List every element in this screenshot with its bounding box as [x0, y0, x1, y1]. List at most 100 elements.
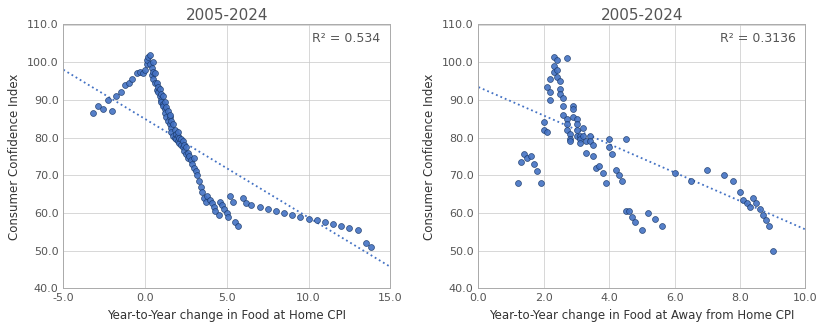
Point — [188, 156, 201, 161]
Point — [171, 133, 184, 138]
Point — [140, 58, 154, 63]
Point — [560, 122, 573, 127]
Point — [166, 133, 179, 138]
X-axis label: Year-to-Year change in Food at Away from Home CPI: Year-to-Year change in Food at Away from… — [489, 309, 795, 322]
Point — [145, 73, 159, 78]
Point — [603, 144, 616, 149]
Point — [174, 137, 188, 142]
Point — [171, 139, 184, 144]
Point — [655, 223, 668, 229]
Point — [145, 65, 159, 71]
Point — [580, 150, 593, 155]
Point — [511, 180, 525, 185]
Point — [619, 137, 632, 142]
Point — [515, 159, 528, 165]
Point — [240, 201, 253, 206]
Point — [199, 199, 212, 204]
Point — [525, 154, 538, 159]
Point — [164, 118, 178, 123]
Point — [173, 141, 186, 146]
Point — [570, 122, 583, 127]
Point — [635, 227, 648, 233]
Point — [717, 173, 730, 178]
Point — [153, 86, 166, 91]
Point — [216, 203, 229, 208]
Point — [176, 144, 189, 149]
Point — [547, 69, 560, 74]
Point — [557, 95, 570, 101]
Point — [668, 171, 681, 176]
Point — [278, 210, 291, 215]
Point — [142, 54, 155, 59]
Point — [544, 77, 557, 82]
Point — [164, 125, 178, 131]
Point — [540, 84, 553, 89]
Point — [163, 114, 176, 119]
Point — [343, 225, 356, 231]
Point — [619, 208, 632, 214]
Point — [137, 71, 150, 76]
Point — [212, 212, 225, 217]
Point — [114, 90, 127, 95]
Point — [577, 125, 590, 131]
Point — [563, 139, 577, 144]
Point — [550, 67, 563, 72]
Point — [359, 240, 373, 246]
Point — [537, 120, 550, 125]
Point — [197, 195, 211, 200]
Point — [106, 109, 119, 114]
Point — [126, 77, 139, 82]
Point — [191, 173, 204, 178]
Point — [119, 82, 132, 87]
Point — [335, 223, 348, 229]
Point — [86, 111, 99, 116]
Point — [236, 195, 249, 200]
Point — [737, 197, 750, 202]
Text: R² = 0.534: R² = 0.534 — [312, 32, 381, 46]
Point — [567, 114, 580, 119]
Point — [176, 139, 189, 144]
Point — [158, 111, 171, 116]
Point — [550, 75, 563, 80]
Point — [224, 193, 237, 199]
Point — [570, 133, 583, 138]
Point — [762, 223, 776, 229]
Point — [750, 201, 763, 206]
Point — [228, 220, 241, 225]
Point — [147, 77, 160, 82]
Point — [596, 171, 610, 176]
Point — [550, 58, 563, 63]
Point — [169, 137, 183, 142]
Point — [217, 207, 230, 212]
Point — [310, 218, 323, 223]
Point — [206, 201, 219, 206]
Point — [169, 131, 183, 136]
Point — [534, 180, 547, 185]
Point — [161, 109, 174, 114]
Point — [583, 133, 596, 138]
Point — [178, 148, 191, 153]
Point — [700, 167, 714, 172]
Point — [196, 189, 209, 195]
Point — [294, 214, 307, 219]
Point — [537, 127, 550, 133]
Point — [147, 59, 160, 65]
Point — [144, 61, 157, 67]
Point — [209, 208, 222, 214]
Point — [91, 103, 104, 108]
Point — [521, 156, 534, 161]
Point — [109, 93, 122, 99]
Point — [560, 127, 573, 133]
Point — [286, 212, 299, 217]
Point — [154, 97, 168, 103]
Point — [570, 127, 583, 133]
Point — [179, 144, 192, 149]
Point — [161, 118, 174, 123]
Point — [184, 157, 197, 163]
Point — [364, 244, 377, 249]
Point — [188, 165, 201, 170]
Point — [573, 141, 586, 146]
Point — [753, 207, 767, 212]
Point — [553, 79, 567, 84]
Point — [766, 248, 779, 253]
